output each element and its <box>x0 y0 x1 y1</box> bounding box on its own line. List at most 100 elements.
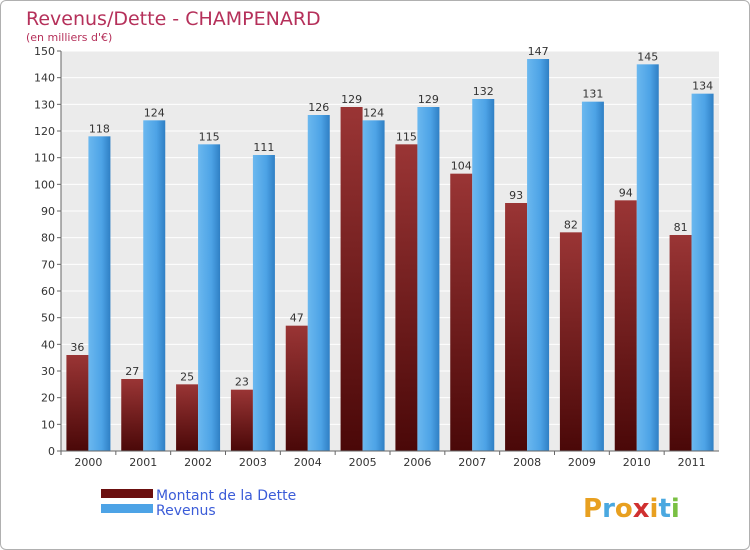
bar-revenus <box>88 136 111 452</box>
y-tick-label: 110 <box>34 152 55 165</box>
legend-swatch-debt <box>101 489 153 498</box>
y-tick-label: 0 <box>48 445 55 458</box>
x-tick-label: 2010 <box>623 456 651 469</box>
y-tick-label: 80 <box>41 232 55 245</box>
legend-label-debt: Montant de la Dette <box>156 488 296 504</box>
bar-revenus <box>527 59 550 451</box>
y-tick-label: 140 <box>34 72 55 85</box>
data-label: 129 <box>418 93 439 106</box>
data-label: 47 <box>290 312 304 325</box>
data-label: 129 <box>341 93 362 106</box>
bar-revenus <box>362 120 385 451</box>
bar-revenus <box>307 115 330 451</box>
data-label: 124 <box>144 106 165 119</box>
data-label: 115 <box>199 130 220 143</box>
data-label: 82 <box>564 218 578 231</box>
bar-dette <box>121 379 144 451</box>
bar-revenus <box>636 64 659 452</box>
y-tick-label: 90 <box>41 205 55 218</box>
y-tick-label: 20 <box>41 392 55 405</box>
proxiti-logo: Proxiti <box>583 494 680 524</box>
logo-letter: P <box>583 494 602 524</box>
y-tick-label: 100 <box>34 178 55 191</box>
x-tick-label: 2008 <box>513 456 541 469</box>
bar-dette <box>285 325 308 451</box>
y-axis: 0 10 20 30 40 50 60 70 80 90 100 110 120 130 140 150 <box>34 45 62 458</box>
x-tick-label: 2011 <box>678 456 706 469</box>
logo-letter: i <box>650 494 659 524</box>
bar-revenus <box>691 93 714 452</box>
logo-letter: x <box>633 494 650 524</box>
x-tick-label: 2001 <box>129 456 157 469</box>
bar-dette <box>450 173 473 451</box>
data-label: 81 <box>674 221 688 234</box>
bar-revenus <box>472 99 495 451</box>
data-label: 131 <box>582 88 603 101</box>
legend: Montant de la Dette Revenus <box>101 488 296 519</box>
data-labels: 3611827124251152311147126129124115129104… <box>70 45 713 389</box>
x-tick-label: 2004 <box>294 456 322 469</box>
data-label: 23 <box>235 376 249 389</box>
data-label: 36 <box>70 341 84 354</box>
y-tick-label: 150 <box>34 45 55 58</box>
data-label: 132 <box>473 85 494 98</box>
data-label: 27 <box>125 365 139 378</box>
data-label: 145 <box>637 50 658 63</box>
bar-dette <box>66 355 89 451</box>
x-tick-label: 2002 <box>184 456 212 469</box>
y-tick-label: 130 <box>34 98 55 111</box>
data-label: 134 <box>692 80 713 93</box>
bar-revenus <box>252 155 275 451</box>
x-tick-label: 2007 <box>458 456 486 469</box>
bar-dette <box>669 235 692 451</box>
x-tick-label: 2003 <box>239 456 267 469</box>
x-tick-label: 2000 <box>74 456 102 469</box>
x-tick-label: 2009 <box>568 456 596 469</box>
y-tick-label: 70 <box>41 258 55 271</box>
data-label: 124 <box>363 106 384 119</box>
x-axis: 2000 2001 2002 2003 2004 2005 2006 2007 2008 2009… <box>60 450 719 469</box>
chart-subtitle: (en milliers d'€) <box>26 31 112 44</box>
data-label: 104 <box>451 160 472 173</box>
y-tick-label: 60 <box>41 285 55 298</box>
legend-label-revenus: Revenus <box>156 503 216 519</box>
y-tick-label: 50 <box>41 312 55 325</box>
data-label: 126 <box>308 101 329 114</box>
bar-revenus <box>581 101 604 452</box>
y-tick-label: 40 <box>41 338 55 351</box>
bar-dette <box>614 200 637 451</box>
chart-title: Revenus/Dette - CHAMPENARD <box>26 8 321 30</box>
bar-dette <box>395 144 418 452</box>
data-label: 115 <box>396 130 417 143</box>
bar-dette <box>505 203 528 451</box>
legend-swatch-revenus <box>101 504 153 513</box>
logo-letter: r <box>602 494 615 524</box>
logo-letter: i <box>671 494 680 524</box>
y-tick-label: 30 <box>41 365 55 378</box>
bar-dette <box>230 389 253 451</box>
bar-revenus <box>417 107 440 451</box>
plot-area <box>61 51 719 451</box>
bar-revenus <box>143 120 166 451</box>
data-label: 93 <box>509 189 523 202</box>
y-tick-label: 10 <box>41 418 55 431</box>
bar-dette <box>176 384 199 451</box>
y-tick-label: 120 <box>34 125 55 138</box>
logo-text: Proxiti <box>583 494 680 524</box>
data-label: 94 <box>619 186 633 199</box>
logo-letter: t <box>658 494 670 524</box>
data-label: 118 <box>89 122 110 135</box>
bars <box>66 59 714 452</box>
x-tick-label: 2005 <box>349 456 377 469</box>
bar-dette <box>559 232 582 451</box>
data-label: 25 <box>180 370 194 383</box>
data-label: 111 <box>253 141 274 154</box>
bar-dette <box>340 107 363 451</box>
logo-letter: o <box>615 494 633 524</box>
data-label: 147 <box>528 45 549 58</box>
grid-lines <box>61 50 719 452</box>
x-tick-label: 2006 <box>403 456 431 469</box>
bar-revenus <box>198 144 221 452</box>
